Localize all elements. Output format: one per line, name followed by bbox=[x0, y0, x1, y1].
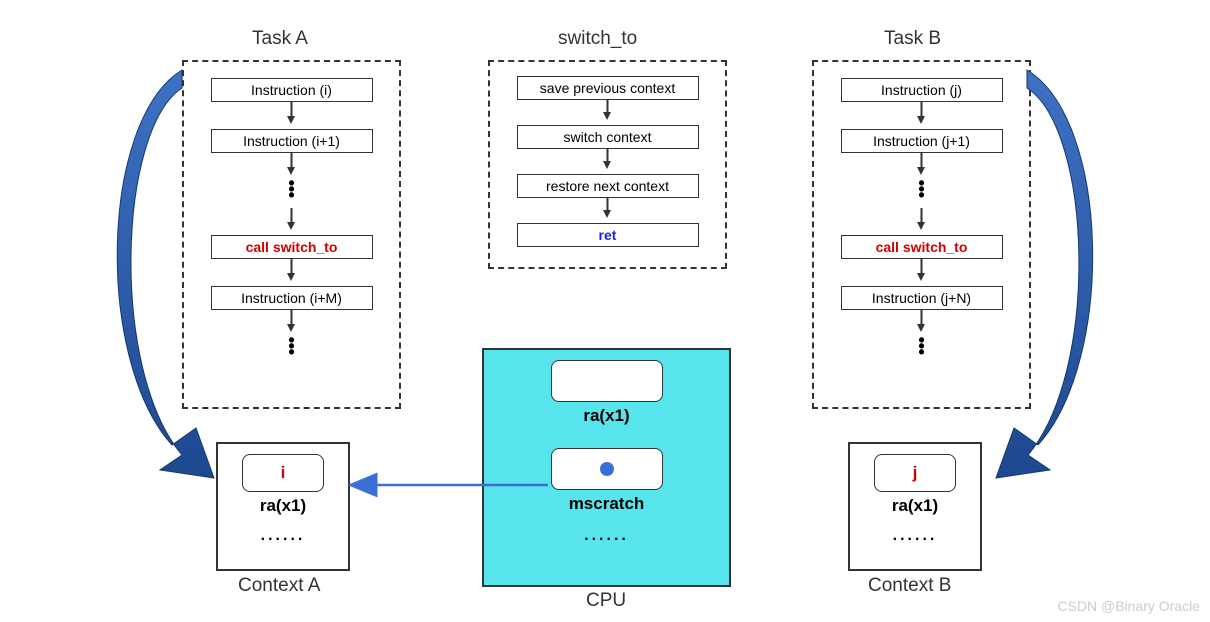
context-a-reg: i bbox=[242, 454, 324, 492]
context-a-box: i ra(x1) ...... bbox=[216, 442, 350, 571]
inst: Instruction (i) bbox=[211, 78, 373, 102]
cpu-box: ra(x1) mscratch ...... bbox=[482, 348, 731, 587]
inst-call: call switch_to bbox=[211, 235, 373, 259]
dots: ...... bbox=[850, 528, 980, 544]
inst-ret: ret bbox=[517, 223, 699, 247]
inst: Instruction (j) bbox=[841, 78, 1003, 102]
inst: Instruction (i+M) bbox=[211, 286, 373, 310]
inst: Instruction (j+N) bbox=[841, 286, 1003, 310]
task-b-title: Task B bbox=[884, 28, 941, 50]
task-a-box: Instruction (i) Instruction (i+1) ••• ca… bbox=[182, 60, 401, 409]
inst: switch context bbox=[517, 125, 699, 149]
cpu-title: CPU bbox=[586, 590, 626, 612]
vdots: ••• bbox=[184, 337, 399, 365]
inst: restore next context bbox=[517, 174, 699, 198]
cpu-reg1 bbox=[551, 360, 663, 402]
vdots: ••• bbox=[184, 180, 399, 208]
context-a-title: Context A bbox=[238, 575, 320, 597]
vdots: ••• bbox=[814, 180, 1029, 208]
context-b-reg-label: ra(x1) bbox=[850, 496, 980, 516]
context-b-box: j ra(x1) ...... bbox=[848, 442, 982, 571]
inst: Instruction (i+1) bbox=[211, 129, 373, 153]
switch-to-title: switch_to bbox=[558, 28, 637, 50]
switch-to-box: save previous context switch context res… bbox=[488, 60, 727, 269]
watermark: CSDN @Binary Oracle bbox=[1057, 598, 1200, 614]
task-a-title: Task A bbox=[252, 28, 308, 50]
vdots: ••• bbox=[814, 337, 1029, 365]
inst: save previous context bbox=[517, 76, 699, 100]
dots: ...... bbox=[484, 528, 729, 544]
cpu-reg2-label: mscratch bbox=[484, 494, 729, 514]
inst: Instruction (j+1) bbox=[841, 129, 1003, 153]
task-b-box: Instruction (j) Instruction (j+1) ••• ca… bbox=[812, 60, 1031, 409]
cpu-reg2 bbox=[551, 448, 663, 490]
inst-call: call switch_to bbox=[841, 235, 1003, 259]
context-b-title: Context B bbox=[868, 575, 951, 597]
cpu-reg1-label: ra(x1) bbox=[484, 406, 729, 426]
context-a-reg-label: ra(x1) bbox=[218, 496, 348, 516]
context-b-reg: j bbox=[874, 454, 956, 492]
dots: ...... bbox=[218, 528, 348, 544]
